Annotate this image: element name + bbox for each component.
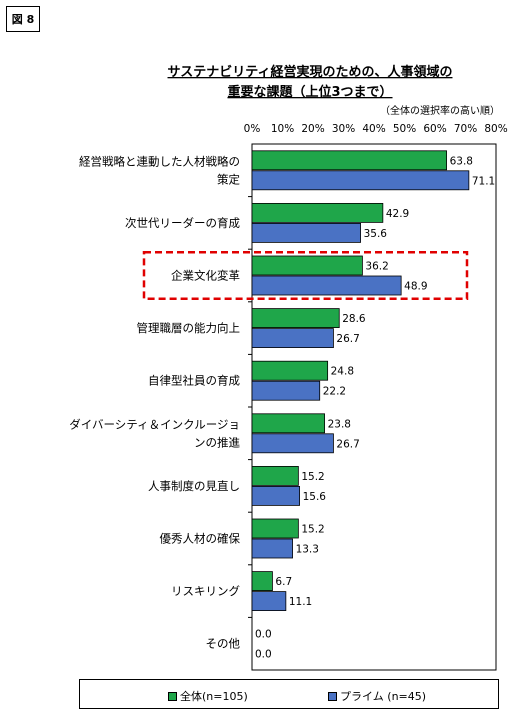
data-label-total: 28.6	[342, 313, 366, 325]
bar-total	[251, 202, 384, 223]
data-label-prime: 71.1	[472, 175, 495, 187]
data-label-total: 63.8	[450, 155, 473, 167]
bar-prime	[251, 433, 334, 454]
bar-total	[251, 571, 273, 591]
bar-prime	[251, 275, 402, 296]
data-label-total: 15.2	[301, 524, 324, 536]
data-label-total: 15.2	[301, 471, 324, 483]
data-label-total: 0.0	[255, 629, 272, 641]
data-label-prime: 35.6	[364, 228, 388, 240]
category-label: 次世代リーダーの育成	[125, 216, 240, 230]
legend-item-prime: プライム (n=45)	[328, 688, 426, 704]
figure-label: 図 8	[6, 6, 40, 32]
x-tick-label: 60%	[423, 123, 446, 135]
bar-prime	[251, 538, 293, 559]
bar-prime	[251, 591, 287, 611]
plot-frame	[251, 143, 497, 671]
data-label-total: 24.8	[331, 366, 354, 378]
x-tick-label: 10%	[271, 123, 294, 135]
x-tick-label: 40%	[362, 123, 385, 135]
highlight-box	[142, 250, 469, 301]
category-label: 自律型社員の育成	[148, 374, 240, 388]
legend-item-total: 全体(n=105)	[168, 688, 248, 704]
category-label: 策定	[217, 172, 240, 186]
category-label: その他	[206, 637, 241, 651]
data-label-prime: 0.0	[255, 649, 272, 661]
legend-swatch-prime	[328, 691, 337, 701]
x-tick-label: 80%	[484, 123, 507, 135]
category-label: 人事制度の見直し	[148, 479, 240, 493]
data-label-total: 36.2	[365, 261, 388, 273]
bar-prime	[251, 170, 470, 191]
data-label-prime: 48.9	[404, 281, 427, 293]
bar-total	[251, 150, 447, 171]
x-tick-label: 20%	[301, 123, 324, 135]
x-tick-label: 30%	[332, 123, 355, 135]
legend: 全体(n=105) プライム (n=45)	[79, 679, 499, 709]
bar-total	[251, 465, 299, 486]
x-tick-label: 70%	[454, 123, 477, 135]
category-label: 企業文化変革	[171, 269, 240, 283]
x-tick-label: 50%	[393, 123, 416, 135]
bar-prime	[251, 222, 361, 243]
category-label: リスキリング	[171, 584, 240, 598]
bar-total	[251, 308, 340, 329]
data-label-total: 42.9	[386, 208, 409, 220]
category-label: ダイバーシティ＆インクルージョ	[69, 417, 240, 431]
x-tick-label: 0%	[244, 123, 261, 135]
legend-swatch-total	[168, 691, 177, 701]
bar-total	[251, 255, 363, 276]
category-label: 優秀人材の確保	[160, 532, 241, 546]
chart-note: （全体の選択率の高い順）	[380, 104, 500, 117]
data-label-prime: 22.2	[323, 386, 346, 398]
chart-title-line1: サステナビリティ経営実現のための、人事領域の	[168, 64, 453, 80]
bar-total	[251, 360, 329, 381]
bar-prime	[251, 380, 321, 401]
chart-title-line2: 重要な課題（上位3つまで）	[227, 84, 392, 100]
data-label-prime: 26.7	[336, 333, 359, 345]
category-label: ンの推進	[194, 435, 240, 449]
legend-label-total: 全体(n=105)	[180, 690, 248, 703]
data-label-prime: 11.1	[289, 596, 312, 608]
category-label: 経営戦略と連動した人材戦略の	[79, 154, 240, 168]
data-label-total: 6.7	[275, 576, 292, 588]
data-label-prime: 26.7	[336, 438, 359, 450]
data-label-prime: 15.6	[303, 491, 327, 503]
bar-total	[251, 413, 325, 434]
data-label-total: 23.8	[328, 418, 351, 430]
legend-label-prime: プライム (n=45)	[340, 690, 427, 703]
bar-prime	[251, 328, 334, 349]
category-label: 管理職層の能力向上	[137, 321, 241, 335]
bar-prime	[251, 485, 300, 506]
data-label-prime: 13.3	[296, 544, 319, 556]
bar-total	[251, 518, 299, 539]
